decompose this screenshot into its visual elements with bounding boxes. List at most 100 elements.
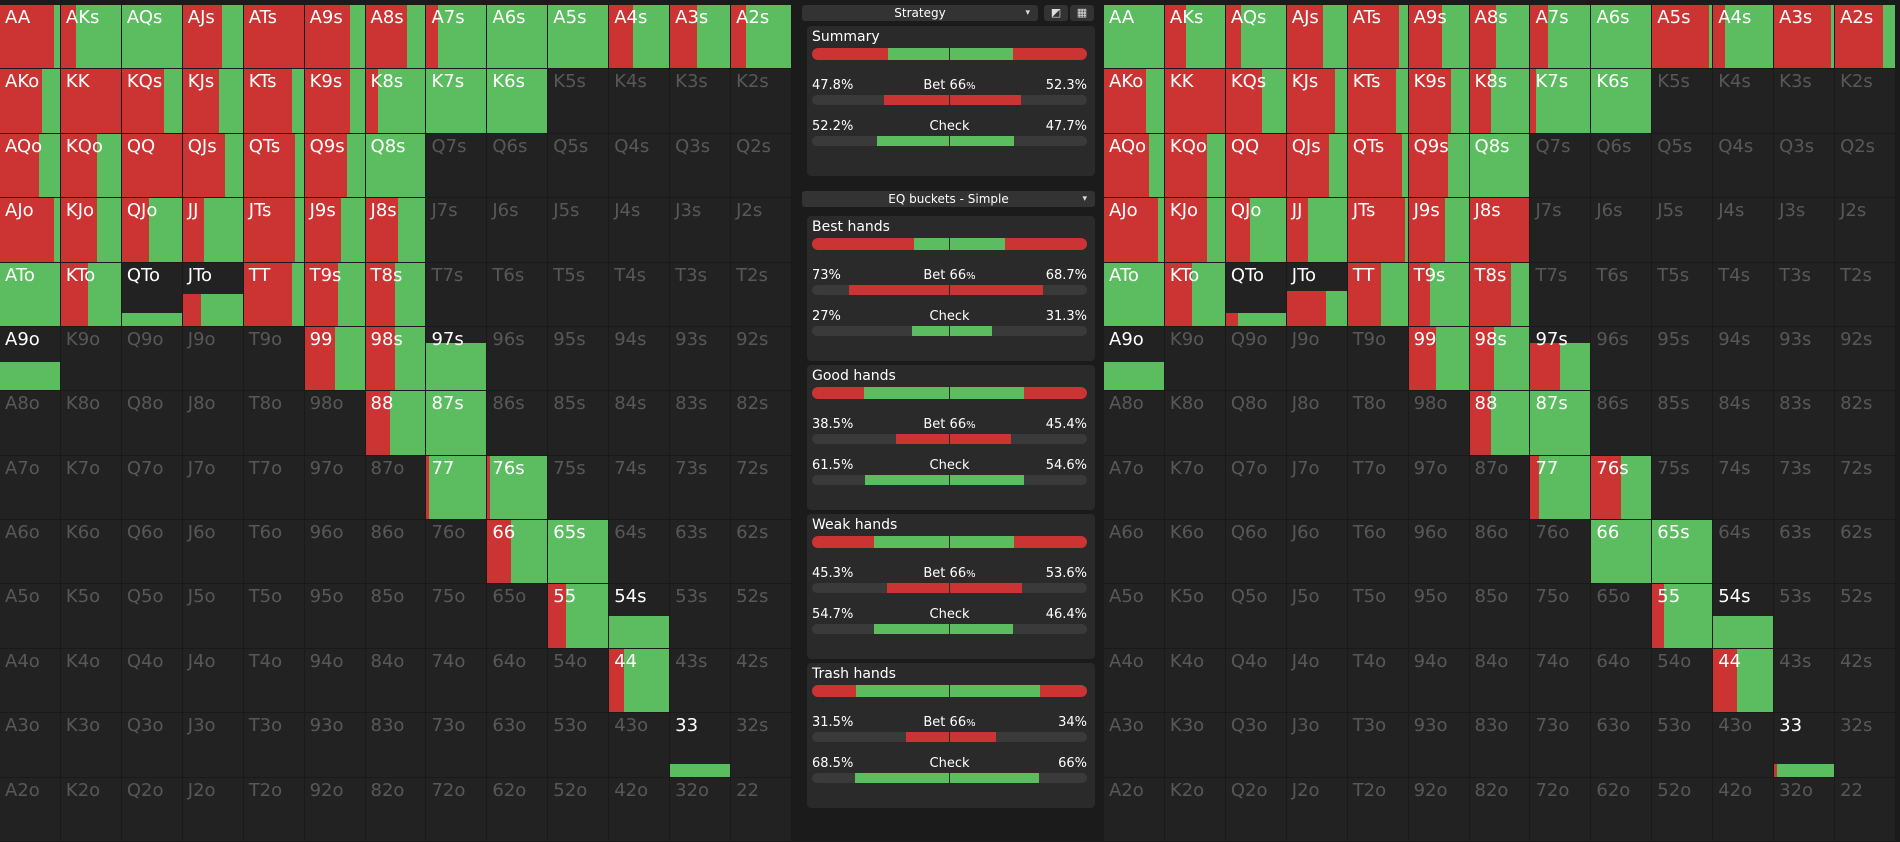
hand-cell-q8s[interactable]: Q8s — [365, 133, 427, 199]
hand-cell-kqo[interactable]: KQo — [1164, 133, 1226, 199]
action-row-bet[interactable]: 47.8% Bet 66% 52.3% — [812, 78, 1087, 106]
hand-cell-k3s[interactable]: K3s — [1774, 69, 1836, 134]
hand-cell-86o[interactable]: 86o — [1469, 520, 1531, 585]
hand-cell-t3o[interactable]: T3o — [1347, 713, 1409, 778]
hand-cell-98o[interactable]: 98o — [1408, 391, 1470, 456]
hand-cell-ato[interactable]: ATo — [0, 262, 61, 327]
hand-cell-53o[interactable]: 53o — [548, 713, 610, 778]
hand-cell-k7s[interactable]: K7s — [1530, 69, 1592, 134]
hand-cell-j3o[interactable]: J3o — [182, 713, 244, 778]
grid-view-button[interactable]: ▦ — [1070, 5, 1094, 21]
hand-cell-qq[interactable]: QQ — [1225, 133, 1287, 199]
hand-cell-k2o[interactable]: K2o — [1164, 777, 1226, 842]
hand-cell-j4o[interactable]: J4o — [182, 648, 244, 714]
hand-cell-a6s[interactable]: A6s — [487, 5, 549, 70]
hand-cell-87o[interactable]: 87o — [365, 455, 427, 521]
hand-cell-42o[interactable]: 42o — [1713, 777, 1775, 842]
hand-cell-k7o[interactable]: K7o — [60, 455, 122, 521]
hand-cell-63s[interactable]: 63s — [670, 520, 732, 585]
hand-cell-j8s[interactable]: J8s — [365, 198, 427, 263]
hand-cell-t4s[interactable]: T4s — [609, 262, 671, 327]
hand-cell-q8o[interactable]: Q8o — [1225, 391, 1287, 456]
hand-cell-t9s[interactable]: T9s — [304, 262, 366, 327]
hand-cell-94s[interactable]: 94s — [1713, 326, 1775, 392]
hand-cell-87s[interactable]: 87s — [426, 391, 488, 456]
hand-cell-76s[interactable]: 76s — [1591, 455, 1653, 521]
hand-cell-t8s[interactable]: T8s — [365, 262, 427, 327]
hand-cell-jts[interactable]: JTs — [243, 198, 305, 263]
hand-cell-j7s[interactable]: J7s — [1530, 198, 1592, 263]
hand-cell-a8s[interactable]: A8s — [1469, 5, 1531, 70]
action-row-bet[interactable]: 45.3% Bet 66% 53.6% — [812, 566, 1087, 594]
hand-cell-t3s[interactable]: T3s — [670, 262, 732, 327]
hand-cell-ats[interactable]: ATs — [243, 5, 305, 70]
hand-cell-a3o[interactable]: A3o — [0, 713, 61, 778]
hand-cell-q2s[interactable]: Q2s — [731, 133, 792, 199]
hand-cell-k5s[interactable]: K5s — [548, 69, 610, 134]
hand-cell-32s[interactable]: 32s — [731, 713, 792, 778]
hand-cell-t4o[interactable]: T4o — [243, 648, 305, 714]
hand-cell-a2o[interactable]: A2o — [1104, 777, 1165, 842]
hand-cell-j3s[interactable]: J3s — [670, 198, 732, 263]
hand-cell-a8s[interactable]: A8s — [365, 5, 427, 70]
hand-cell-a9s[interactable]: A9s — [304, 5, 366, 70]
hand-cell-k7o[interactable]: K7o — [1164, 455, 1226, 521]
hand-cell-62s[interactable]: 62s — [1835, 520, 1896, 585]
hand-cell-66[interactable]: 66 — [487, 520, 549, 585]
hand-cell-kto[interactable]: KTo — [1164, 262, 1226, 327]
hand-cell-t4s[interactable]: T4s — [1713, 262, 1775, 327]
hand-cell-qjo[interactable]: QJo — [121, 198, 183, 263]
action-row-check[interactable]: 61.5% Check 54.6% — [812, 458, 1087, 486]
hand-cell-a7s[interactable]: A7s — [1530, 5, 1592, 70]
hand-cell-a4o[interactable]: A4o — [1104, 648, 1165, 714]
hand-cell-63o[interactable]: 63o — [1591, 713, 1653, 778]
hand-cell-j6s[interactable]: J6s — [487, 198, 549, 263]
hand-cell-k5s[interactable]: K5s — [1652, 69, 1714, 134]
hand-cell-qts[interactable]: QTs — [243, 133, 305, 199]
hand-cell-62o[interactable]: 62o — [487, 777, 549, 842]
hand-cell-t8s[interactable]: T8s — [1469, 262, 1531, 327]
hand-cell-74o[interactable]: 74o — [426, 648, 488, 714]
hand-cell-64s[interactable]: 64s — [609, 520, 671, 585]
hand-cell-aks[interactable]: AKs — [1164, 5, 1226, 70]
hand-cell-t3o[interactable]: T3o — [243, 713, 305, 778]
hand-cell-ajo[interactable]: AJo — [0, 198, 61, 263]
hand-cell-54s[interactable]: 54s — [609, 584, 671, 649]
hand-cell-83o[interactable]: 83o — [365, 713, 427, 778]
hand-cell-t6s[interactable]: T6s — [1591, 262, 1653, 327]
hand-cell-k2s[interactable]: K2s — [731, 69, 792, 134]
hand-cell-88[interactable]: 88 — [365, 391, 427, 456]
hand-cell-94o[interactable]: 94o — [304, 648, 366, 714]
hand-cell-93o[interactable]: 93o — [304, 713, 366, 778]
hand-cell-96s[interactable]: 96s — [487, 326, 549, 392]
hand-cell-qto[interactable]: QTo — [121, 262, 183, 327]
hand-cell-j2s[interactable]: J2s — [1835, 198, 1896, 263]
hand-cell-72s[interactable]: 72s — [1835, 455, 1896, 521]
hand-cell-q9s[interactable]: Q9s — [1408, 133, 1470, 199]
hand-cell-88[interactable]: 88 — [1469, 391, 1531, 456]
hand-cell-ako[interactable]: AKo — [0, 69, 61, 134]
hand-cell-k4o[interactable]: K4o — [1164, 648, 1226, 714]
hand-cell-95o[interactable]: 95o — [1408, 584, 1470, 649]
hand-cell-t7o[interactable]: T7o — [1347, 455, 1409, 521]
hand-cell-87s[interactable]: 87s — [1530, 391, 1592, 456]
hand-cell-74s[interactable]: 74s — [609, 455, 671, 521]
hand-cell-84o[interactable]: 84o — [1469, 648, 1531, 714]
hand-cell-52o[interactable]: 52o — [1652, 777, 1714, 842]
hand-cell-k9s[interactable]: K9s — [304, 69, 366, 134]
hand-cell-tt[interactable]: TT — [1347, 262, 1409, 327]
hand-cell-82o[interactable]: 82o — [1469, 777, 1531, 842]
hand-cell-53s[interactable]: 53s — [670, 584, 732, 649]
hand-cell-jj[interactable]: JJ — [1286, 198, 1348, 263]
hand-cell-44[interactable]: 44 — [609, 648, 671, 714]
hand-cell-33[interactable]: 33 — [670, 713, 732, 778]
hand-cell-j3o[interactable]: J3o — [1286, 713, 1348, 778]
hand-cell-75o[interactable]: 75o — [426, 584, 488, 649]
hand-cell-k7s[interactable]: K7s — [426, 69, 488, 134]
hand-cell-92o[interactable]: 92o — [1408, 777, 1470, 842]
hand-cell-62o[interactable]: 62o — [1591, 777, 1653, 842]
hand-cell-jts[interactable]: JTs — [1347, 198, 1409, 263]
hand-cell-j2o[interactable]: J2o — [1286, 777, 1348, 842]
hand-cell-aqo[interactable]: AQo — [1104, 133, 1165, 199]
hand-cell-a5s[interactable]: A5s — [548, 5, 610, 70]
